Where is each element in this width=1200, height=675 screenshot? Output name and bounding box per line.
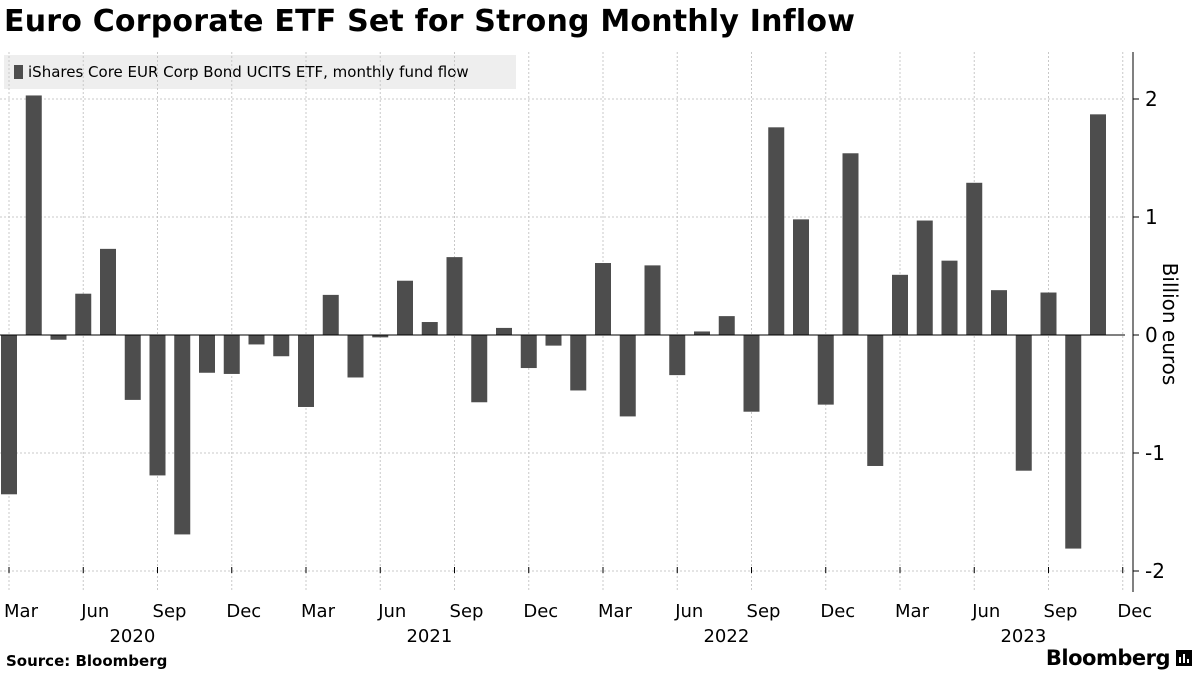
bar xyxy=(496,327,512,335)
bar xyxy=(1040,292,1057,335)
bar xyxy=(397,280,413,335)
x-tick-label: Sep xyxy=(450,601,484,622)
bar xyxy=(347,335,364,378)
tick-labels: 2 1 0 -1 -2 Mar Jun Sep Dec Mar Jun Sep Dec Mar Jun Sep… xyxy=(4,87,1165,647)
x-tick-label: Mar xyxy=(598,601,633,622)
legend-swatch xyxy=(14,65,23,79)
bar xyxy=(669,335,686,376)
y-tick-label: -2 xyxy=(1145,559,1165,583)
bar xyxy=(1015,335,1032,471)
x-tick-label: Jun xyxy=(377,601,406,622)
x-tick-label: Dec xyxy=(523,601,558,622)
bar xyxy=(817,335,834,405)
bar xyxy=(768,127,785,335)
bar xyxy=(372,335,389,338)
bars xyxy=(1,95,1106,549)
bar xyxy=(322,294,339,335)
bar xyxy=(743,335,760,412)
year-label: 2023 xyxy=(1000,626,1046,647)
bar xyxy=(421,322,438,335)
bar xyxy=(793,219,809,335)
bar xyxy=(25,95,42,336)
y-tick-label: -1 xyxy=(1145,441,1165,465)
year-label: 2021 xyxy=(406,626,452,647)
x-tick-label: Jun xyxy=(971,601,1000,622)
x-tick-label: Mar xyxy=(895,601,930,622)
bar xyxy=(174,335,191,535)
bar xyxy=(1,335,17,495)
bar xyxy=(694,331,710,335)
chart-title: Euro Corporate ETF Set for Strong Monthl… xyxy=(4,4,856,39)
bar xyxy=(100,248,116,335)
bar xyxy=(273,335,290,357)
bar xyxy=(867,335,884,466)
bar xyxy=(199,335,215,373)
bar-chart-icon xyxy=(1176,650,1192,666)
year-label: 2022 xyxy=(703,626,749,647)
x-tick-label: Jun xyxy=(674,601,703,622)
bar xyxy=(298,335,314,407)
bar xyxy=(570,335,587,391)
bar xyxy=(842,153,859,335)
x-tick-label: Dec xyxy=(820,601,855,622)
y-axis-label: Billion euros xyxy=(1158,262,1182,386)
bar xyxy=(50,335,67,340)
bar xyxy=(446,257,463,335)
bar xyxy=(471,335,488,403)
x-tick-label: Sep xyxy=(1044,601,1078,622)
bar xyxy=(223,335,240,374)
bar xyxy=(595,263,611,335)
bar xyxy=(520,335,537,369)
bar xyxy=(1065,335,1082,549)
x-tick-label: Sep xyxy=(153,601,187,622)
y-tick-label: 2 xyxy=(1145,87,1158,111)
bar xyxy=(619,335,636,417)
bar xyxy=(545,335,562,346)
legend: iShares Core EUR Corp Bond UCITS ETF, mo… xyxy=(4,55,516,89)
source-note: Source: Bloomberg xyxy=(6,652,168,670)
brand-name: Bloomberg xyxy=(1045,646,1171,670)
x-tick-label: Dec xyxy=(226,601,261,622)
bar xyxy=(966,182,983,335)
bar xyxy=(892,274,908,335)
bar xyxy=(991,290,1007,335)
y-tick-label: 1 xyxy=(1145,205,1158,229)
year-label: 2020 xyxy=(109,626,155,647)
bloomberg-logo: Bloomberg xyxy=(1046,646,1192,670)
bar xyxy=(941,260,958,335)
x-tick-label: Sep xyxy=(747,601,781,622)
bar xyxy=(916,220,933,335)
bar xyxy=(75,293,92,335)
legend-label: iShares Core EUR Corp Bond UCITS ETF, mo… xyxy=(28,63,469,81)
x-tick-label: Jun xyxy=(80,601,109,622)
x-tick-label: Mar xyxy=(301,601,336,622)
bar xyxy=(124,335,141,400)
y-tick-label: 0 xyxy=(1145,323,1158,347)
bar xyxy=(149,335,166,476)
x-tick-label: Mar xyxy=(4,601,39,622)
axes xyxy=(0,52,1139,592)
bar xyxy=(1090,114,1106,335)
x-tick-label: Dec xyxy=(1117,601,1152,622)
bar xyxy=(248,335,265,345)
bar xyxy=(644,265,661,335)
bar xyxy=(718,316,735,335)
